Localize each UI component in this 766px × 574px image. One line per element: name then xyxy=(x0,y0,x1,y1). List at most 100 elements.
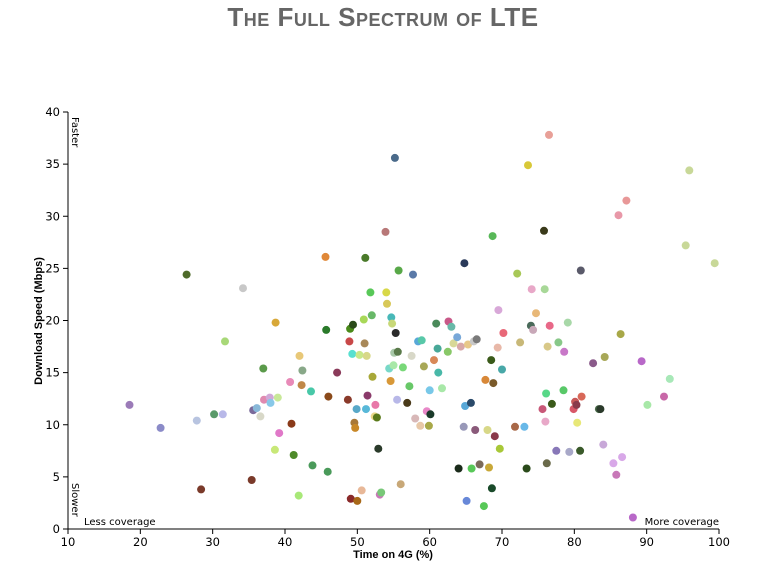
data-point[interactable] xyxy=(381,227,390,236)
data-point[interactable] xyxy=(612,470,621,479)
data-point[interactable] xyxy=(599,440,608,449)
data-point[interactable] xyxy=(596,405,605,414)
data-point[interactable] xyxy=(256,412,265,421)
data-point[interactable] xyxy=(363,391,372,400)
data-point[interactable] xyxy=(360,339,369,348)
data-point[interactable] xyxy=(388,319,397,328)
data-point[interactable] xyxy=(374,444,383,453)
data-point[interactable] xyxy=(527,285,536,294)
data-point[interactable] xyxy=(333,368,342,377)
data-point[interactable] xyxy=(271,318,280,327)
data-point[interactable] xyxy=(275,429,284,438)
data-point[interactable] xyxy=(416,421,425,430)
data-point[interactable] xyxy=(524,161,532,170)
data-point[interactable] xyxy=(345,337,354,346)
data-point[interactable] xyxy=(352,405,361,414)
data-point[interactable] xyxy=(425,386,434,395)
data-point[interactable] xyxy=(382,288,391,297)
data-point[interactable] xyxy=(411,414,420,423)
data-point[interactable] xyxy=(218,410,227,419)
data-point[interactable] xyxy=(485,463,493,472)
data-point[interactable] xyxy=(637,357,646,366)
data-point[interactable] xyxy=(377,488,386,497)
data-point[interactable] xyxy=(495,444,504,453)
data-point[interactable] xyxy=(368,372,377,381)
data-point[interactable] xyxy=(573,418,582,427)
data-point[interactable] xyxy=(393,347,402,356)
data-point[interactable] xyxy=(487,484,496,493)
data-point[interactable] xyxy=(616,330,625,339)
data-point[interactable] xyxy=(298,366,307,375)
data-point[interactable] xyxy=(409,270,417,279)
data-point[interactable] xyxy=(273,393,282,402)
data-point[interactable] xyxy=(710,259,719,268)
data-point[interactable] xyxy=(681,241,690,250)
data-point[interactable] xyxy=(576,446,585,455)
data-point[interactable] xyxy=(346,494,355,503)
data-point[interactable] xyxy=(481,375,490,384)
data-point[interactable] xyxy=(576,266,585,275)
data-point[interactable] xyxy=(371,400,380,409)
data-point[interactable] xyxy=(348,349,357,358)
data-point[interactable] xyxy=(487,356,496,365)
data-point[interactable] xyxy=(417,336,426,345)
data-point[interactable] xyxy=(361,253,370,262)
data-point[interactable] xyxy=(499,329,508,337)
data-point[interactable] xyxy=(357,486,366,495)
data-point[interactable] xyxy=(307,387,315,396)
data-point[interactable] xyxy=(483,426,492,434)
data-point[interactable] xyxy=(554,338,563,347)
data-point[interactable] xyxy=(403,398,412,407)
data-point[interactable] xyxy=(541,417,550,426)
data-point[interactable] xyxy=(353,496,362,505)
data-point[interactable] xyxy=(494,306,503,315)
data-point[interactable] xyxy=(572,400,581,409)
data-point[interactable] xyxy=(390,153,399,162)
data-point[interactable] xyxy=(522,464,531,473)
data-point[interactable] xyxy=(511,422,519,431)
data-point[interactable] xyxy=(432,319,441,328)
data-point[interactable] xyxy=(419,362,428,371)
data-point[interactable] xyxy=(614,211,623,220)
data-point[interactable] xyxy=(543,342,552,351)
data-point[interactable] xyxy=(372,413,381,422)
data-point[interactable] xyxy=(294,491,303,500)
data-point[interactable] xyxy=(577,392,586,401)
data-point[interactable] xyxy=(434,368,443,377)
data-point[interactable] xyxy=(467,464,476,473)
data-point[interactable] xyxy=(443,347,452,356)
data-point[interactable] xyxy=(366,288,375,297)
data-point[interactable] xyxy=(685,166,694,175)
data-point[interactable] xyxy=(540,226,548,235)
data-point[interactable] xyxy=(513,269,522,278)
data-point[interactable] xyxy=(563,318,572,327)
data-point[interactable] xyxy=(125,400,134,409)
data-point[interactable] xyxy=(359,315,368,324)
data-point[interactable] xyxy=(538,405,547,414)
data-point[interactable] xyxy=(466,398,475,407)
data-point[interactable] xyxy=(398,363,407,372)
data-point[interactable] xyxy=(609,459,618,468)
data-point[interactable] xyxy=(210,410,219,419)
data-point[interactable] xyxy=(493,343,502,352)
data-point[interactable] xyxy=(252,404,261,413)
data-point[interactable] xyxy=(289,451,298,459)
data-point[interactable] xyxy=(156,423,165,432)
data-point[interactable] xyxy=(460,259,469,268)
data-point[interactable] xyxy=(618,453,627,462)
data-point[interactable] xyxy=(454,464,463,473)
data-point[interactable] xyxy=(383,299,391,308)
data-point[interactable] xyxy=(542,459,551,468)
data-point[interactable] xyxy=(367,311,376,320)
data-point[interactable] xyxy=(407,351,416,360)
data-point[interactable] xyxy=(192,416,201,425)
data-point[interactable] xyxy=(343,395,352,404)
data-point[interactable] xyxy=(542,389,551,398)
data-point[interactable] xyxy=(405,382,414,391)
data-point[interactable] xyxy=(559,386,568,395)
data-point[interactable] xyxy=(424,421,433,430)
data-point[interactable] xyxy=(324,392,333,401)
data-point[interactable] xyxy=(323,467,332,476)
data-point[interactable] xyxy=(560,347,569,356)
data-point[interactable] xyxy=(447,322,456,331)
